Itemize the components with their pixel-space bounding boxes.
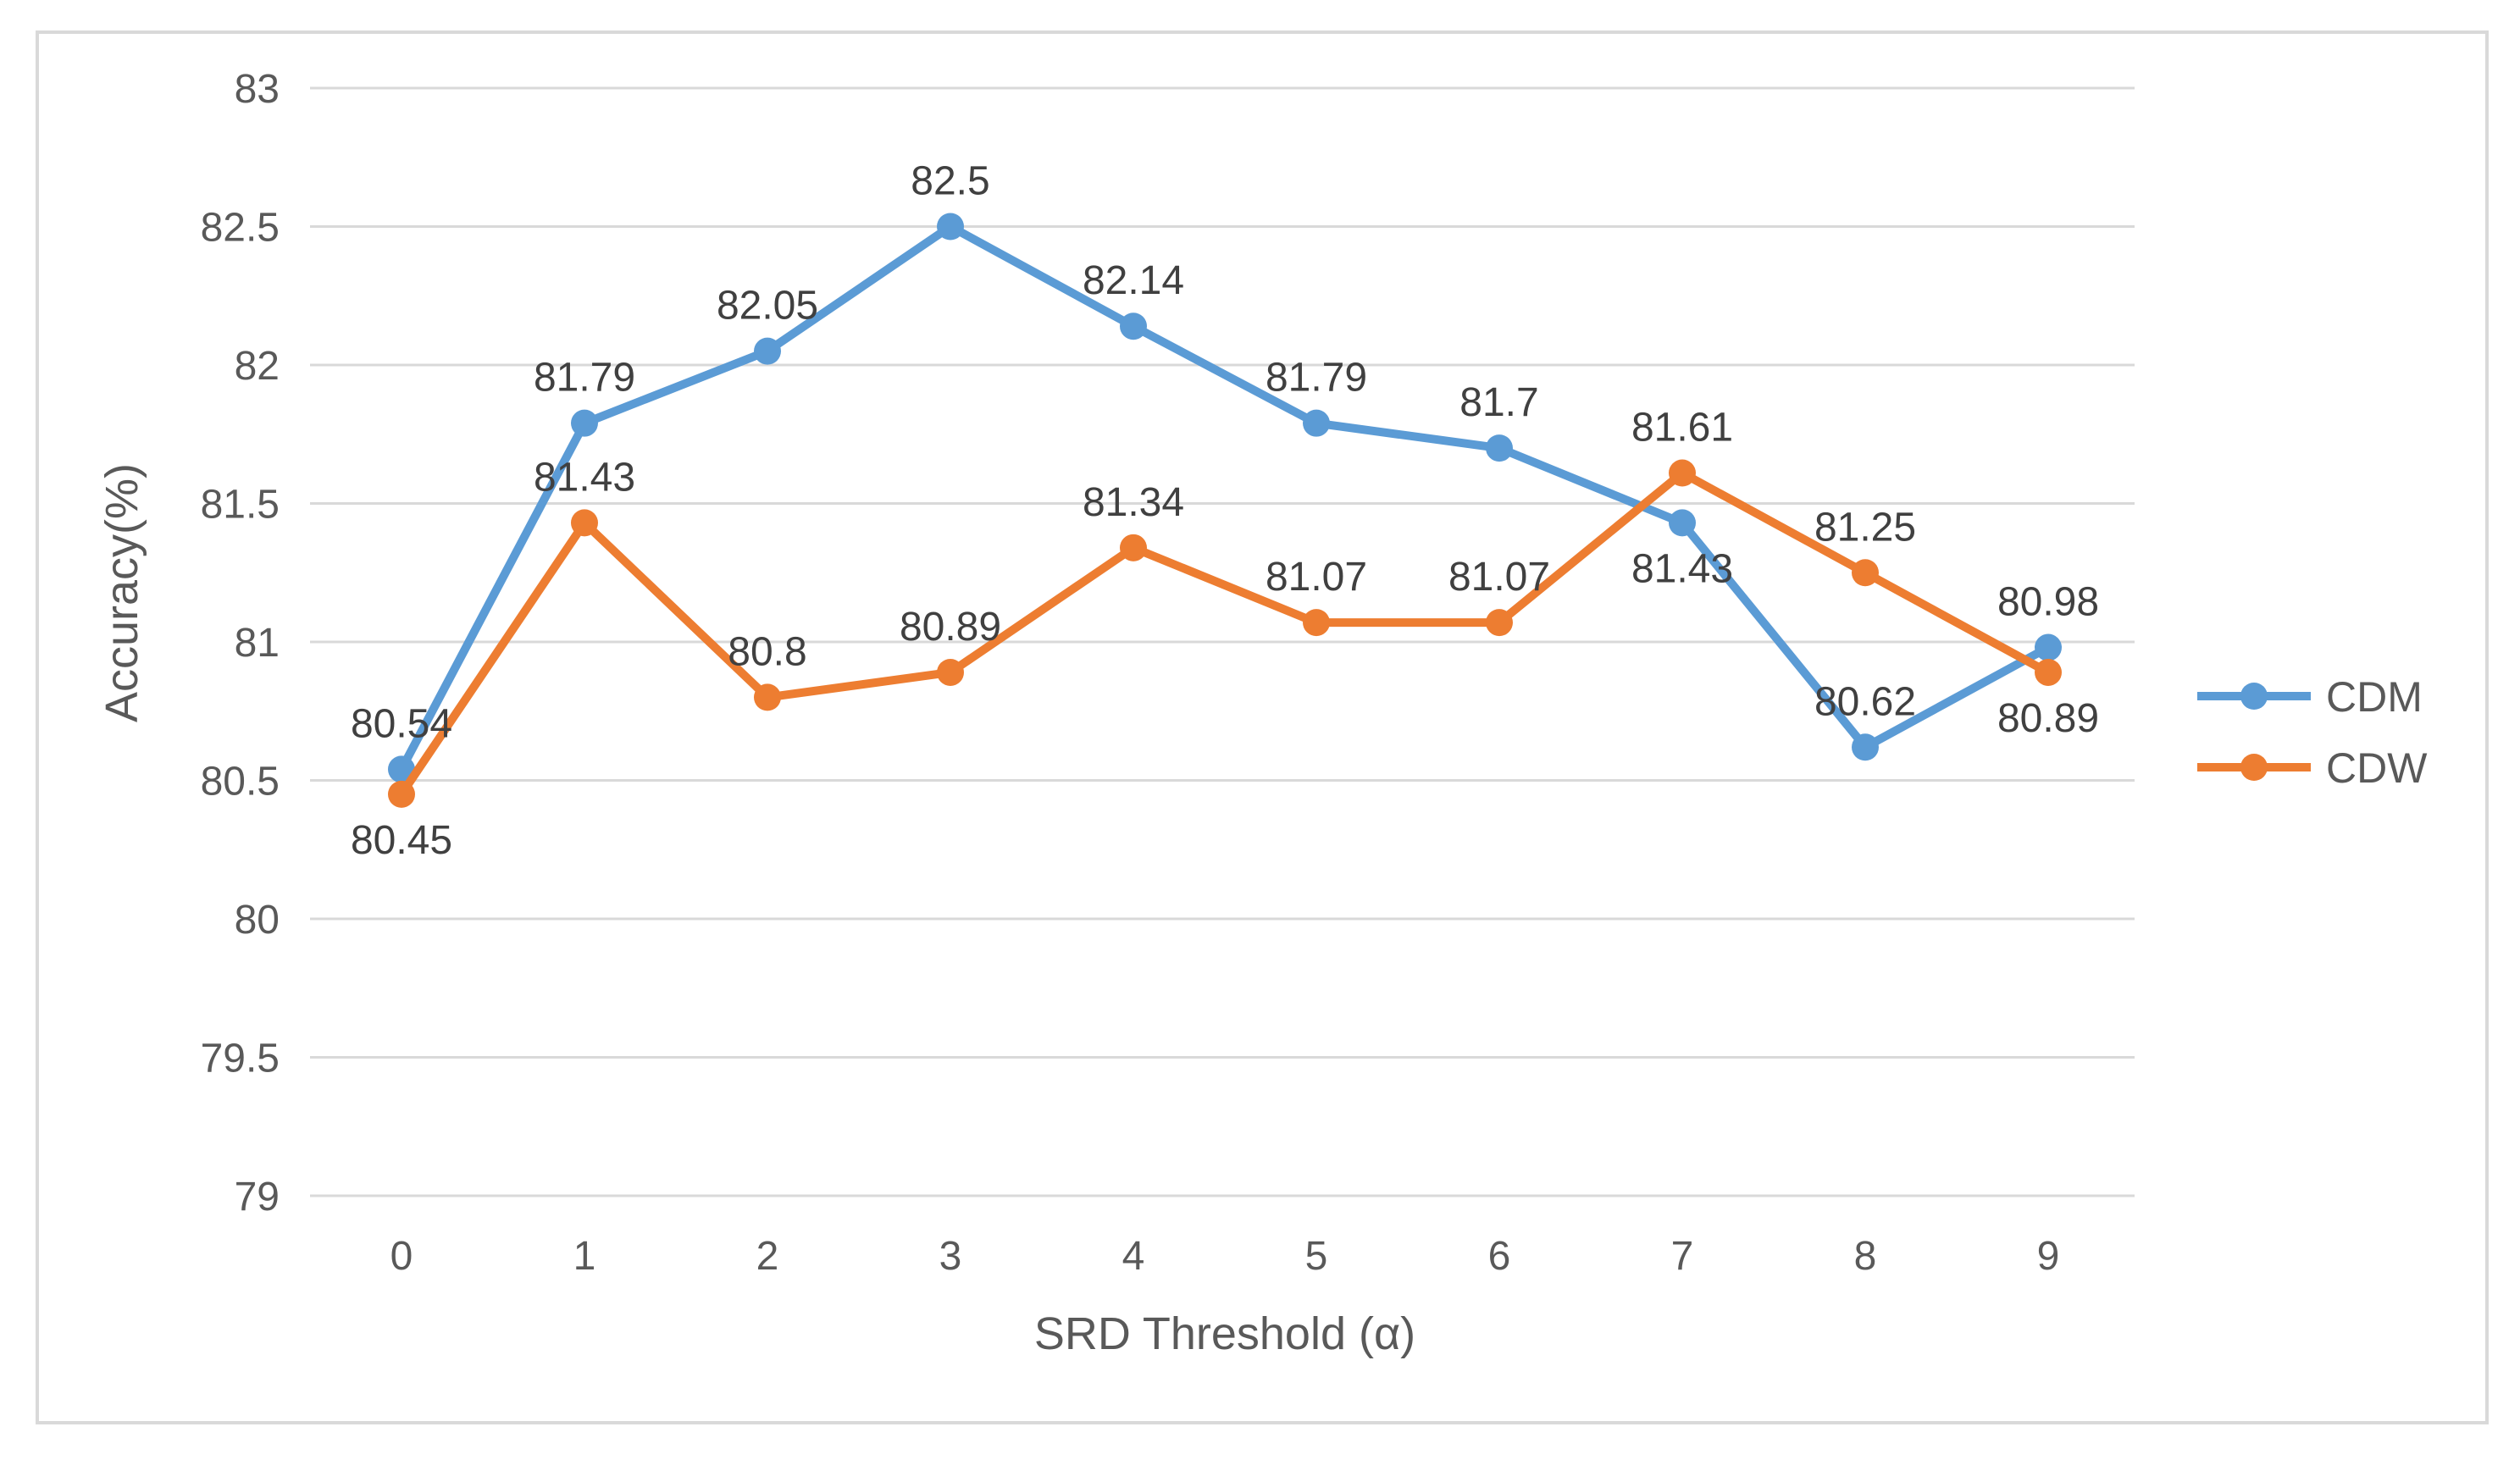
x-tick-label: 7 xyxy=(1671,1234,1694,1279)
data-point-cdm xyxy=(571,409,598,437)
y-tick-label: 82.5 xyxy=(201,206,280,251)
data-label-cdm: 82.5 xyxy=(911,159,989,204)
x-tick-label: 1 xyxy=(573,1234,596,1279)
data-point-cdm xyxy=(1486,434,1513,462)
data-point-cdw xyxy=(1486,609,1513,637)
y-tick-label: 79 xyxy=(235,1175,280,1219)
data-point-cdw xyxy=(571,509,598,537)
data-point-cdw xyxy=(2035,658,2062,686)
y-tick-label: 80.5 xyxy=(201,760,280,805)
x-tick-label: 4 xyxy=(1122,1234,1145,1279)
data-point-cdm xyxy=(2035,633,2062,661)
data-label-cdw: 81.61 xyxy=(1631,406,1733,451)
data-point-cdw xyxy=(754,683,781,711)
data-point-cdm xyxy=(754,337,781,365)
series-lines xyxy=(388,213,2062,808)
data-point-cdm xyxy=(1120,312,1147,340)
data-label-cdw: 80.8 xyxy=(728,629,806,674)
x-tick-label: 3 xyxy=(939,1234,962,1279)
x-axis-title: SRD Threshold (α) xyxy=(1034,1308,1415,1359)
data-label-cdw: 80.45 xyxy=(351,818,452,863)
data-point-cdm xyxy=(1303,409,1330,437)
data-point-cdw xyxy=(1669,459,1696,487)
data-label-cdw: 80.89 xyxy=(1997,696,2099,741)
y-tick-label: 80 xyxy=(235,898,280,943)
data-label-cdm: 82.14 xyxy=(1083,258,1184,303)
legend-marker-cdw xyxy=(2240,754,2268,781)
x-tick-label: 9 xyxy=(2037,1234,2060,1279)
y-tick-label: 82 xyxy=(235,344,280,389)
y-tick-label: 81 xyxy=(235,621,280,666)
data-label-cdm: 81.79 xyxy=(1266,356,1367,401)
data-point-cdm xyxy=(1852,733,1879,761)
x-tick-label: 6 xyxy=(1488,1234,1511,1279)
data-point-cdm xyxy=(1669,509,1696,537)
data-point-cdw xyxy=(1303,609,1330,637)
x-tick-label: 2 xyxy=(756,1234,779,1279)
legend: CDM CDW xyxy=(2197,673,2428,792)
x-tick-label: 8 xyxy=(1854,1234,1877,1279)
data-label-cdw: 80.89 xyxy=(900,605,1001,650)
data-point-cdw xyxy=(388,780,415,808)
data-label-cdw: 81.07 xyxy=(1448,555,1550,600)
y-tick-label: 81.5 xyxy=(201,483,280,528)
data-point-cdw xyxy=(937,658,964,686)
x-axis-ticks: 0 1 2 3 4 5 6 7 8 9 xyxy=(390,1234,2060,1279)
y-tick-label: 79.5 xyxy=(201,1037,280,1081)
data-label-cdm: 81.7 xyxy=(1459,380,1538,425)
y-axis-ticks: 79 79.5 80 80.5 81 81.5 82 82.5 83 xyxy=(201,67,280,1219)
data-label-cdw: 81.43 xyxy=(534,455,635,500)
data-label-cdm: 81.79 xyxy=(534,356,635,401)
y-axis-title: Accuracy(%) xyxy=(97,463,147,722)
data-point-cdm xyxy=(937,213,964,241)
x-tick-label: 0 xyxy=(390,1234,413,1279)
y-tick-label: 83 xyxy=(235,67,280,112)
legend-label-cdw: CDW xyxy=(2326,744,2428,792)
data-label-cdm: 80.98 xyxy=(1997,580,2099,625)
data-point-cdm xyxy=(388,755,415,783)
data-point-cdw xyxy=(1852,559,1879,587)
series-line-cdw xyxy=(397,468,2052,799)
data-label-cdw: 81.07 xyxy=(1266,555,1367,600)
data-label-cdm: 81.43 xyxy=(1631,546,1733,591)
data-point-cdw xyxy=(1120,534,1147,561)
data-label-cdm: 80.62 xyxy=(1814,679,1916,724)
data-labels: 80.54 81.79 82.05 82.5 82.14 81.79 81.7 81.43 80… xyxy=(351,159,2099,863)
legend-marker-cdm xyxy=(2240,683,2268,710)
data-label-cdm: 80.54 xyxy=(351,701,452,746)
gridlines xyxy=(310,86,2135,1197)
data-label-cdw: 81.25 xyxy=(1814,505,1916,550)
data-label-cdw: 81.34 xyxy=(1083,480,1184,525)
x-tick-label: 5 xyxy=(1305,1234,1328,1279)
series-line-cdm xyxy=(397,222,2052,774)
data-label-cdm: 82.05 xyxy=(717,284,818,329)
legend-label-cdm: CDM xyxy=(2326,673,2423,721)
